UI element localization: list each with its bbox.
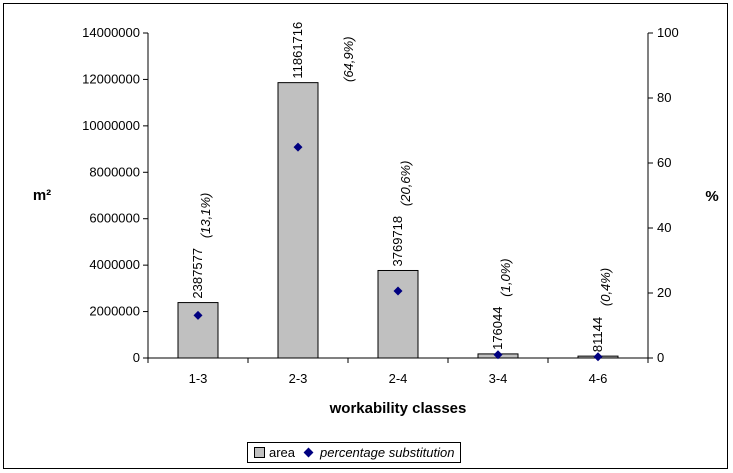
bar-data-label: 81144: [590, 317, 605, 352]
y-axis-title-right: %: [705, 188, 718, 205]
percentage-marker: [293, 142, 303, 152]
percentage-data-label: (64,9%): [341, 36, 356, 82]
y-left-tick-label: 14000000: [82, 25, 140, 40]
bar-data-label: 11861716: [290, 22, 305, 79]
y-right-tick-label: 100: [657, 25, 679, 40]
y-right-tick-label: 0: [657, 350, 664, 365]
legend-percentage-marker: [303, 447, 314, 458]
bar-area: [277, 82, 319, 359]
x-axis-title: workability classes: [329, 400, 467, 417]
y-left-tick-label: 6000000: [89, 211, 140, 226]
legend-percentage-label: percentage substitution: [320, 445, 455, 460]
legend-area-label: area: [269, 445, 296, 460]
percentage-data-label: (1,0%): [498, 258, 513, 296]
percentage-marker: [593, 352, 603, 362]
y-left-tick-label: 8000000: [89, 164, 140, 179]
y-left-tick-label: 4000000: [89, 257, 140, 272]
x-tick-label: 2-4: [389, 371, 408, 386]
y-left-tick-label: 0: [133, 350, 140, 365]
y-left-tick-label: 10000000: [82, 118, 140, 133]
y-left-tick-label: 2000000: [89, 304, 140, 319]
percentage-marker: [193, 310, 203, 320]
x-tick-label: 2-3: [289, 371, 308, 386]
legend: area percentage substitution: [247, 442, 462, 463]
bar-area: [377, 269, 419, 359]
legend-area-swatch: [254, 447, 265, 458]
percentage-data-label: (0,4%): [598, 268, 613, 306]
y-axis-title-left: m²: [33, 187, 51, 204]
bar-data-label: 3769718: [390, 216, 405, 267]
bar-data-label: 2387577: [190, 248, 205, 299]
bar-data-label: 176044: [490, 307, 505, 350]
percentage-data-label: (20,6%): [398, 161, 413, 207]
percentage-marker: [493, 350, 503, 360]
bar-area: [177, 302, 219, 359]
percentage-data-label: (13,1%): [198, 193, 213, 239]
y-right-tick-label: 60: [657, 155, 671, 170]
x-tick-label: 4-6: [589, 371, 608, 386]
plot-area: 0 2000000 4000000 6000000 8000000 10000000 120…: [82, 22, 679, 386]
y-left-tick-label: 12000000: [82, 71, 140, 86]
y-right-tick-label: 40: [657, 220, 671, 235]
chart-area: [3, 3, 728, 469]
percentage-marker: [393, 286, 403, 296]
y-right-tick-label: 20: [657, 285, 671, 300]
x-tick-label: 1-3: [189, 371, 208, 386]
y-right-tick-label: 80: [657, 90, 671, 105]
x-tick-label: 3-4: [489, 371, 508, 386]
